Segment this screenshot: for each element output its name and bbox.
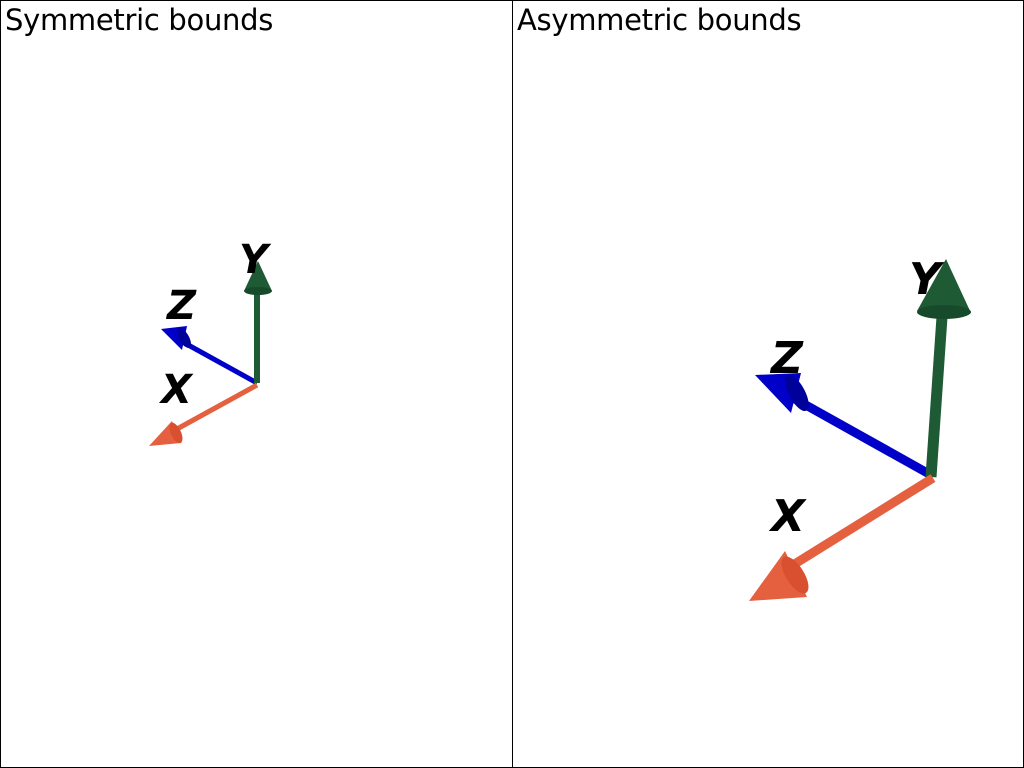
x-axis-arrowhead-base — [169, 422, 183, 444]
x-axis-arrowhead — [749, 551, 807, 601]
y-axis-arrowhead-base — [917, 305, 971, 319]
x-axis-arrowhead-base — [781, 556, 809, 594]
x-axis-shaft — [175, 382, 259, 432]
viewport-asymmetric[interactable]: Asymmetric bounds Y Z X — [512, 0, 1024, 768]
y-axis-shaft — [925, 316, 948, 478]
viewport-symmetric[interactable]: Symmetric bounds Y Z X — [0, 0, 513, 768]
z-axis-label: Z — [165, 283, 197, 329]
x-axis-label: X — [768, 491, 807, 542]
z-axis — [755, 373, 934, 479]
z-axis-shaft — [179, 338, 259, 386]
z-axis — [161, 326, 259, 386]
y-axis — [244, 261, 272, 383]
z-axis-arrowhead-base — [177, 328, 191, 348]
y-axis-label: Y — [239, 237, 272, 283]
axes-widget: Y Z X — [149, 237, 272, 446]
x-axis-shaft — [790, 474, 936, 569]
y-axis — [917, 259, 971, 478]
x-axis — [149, 382, 259, 446]
x-axis-label: X — [158, 367, 194, 413]
z-axis-arrowhead-base — [785, 374, 809, 412]
axes-widget: Y Z X — [749, 254, 971, 601]
z-axis-label: Z — [769, 333, 804, 384]
viewport-title: Asymmetric bounds — [517, 3, 802, 37]
y-axis-arrowhead — [244, 261, 272, 291]
y-axis-arrowhead — [917, 259, 971, 313]
viewport-title: Symmetric bounds — [5, 3, 274, 37]
y-axis-label: Y — [909, 254, 945, 305]
z-axis-shaft — [792, 395, 934, 479]
y-axis-arrowhead-base — [244, 287, 272, 295]
x-axis — [749, 474, 936, 601]
